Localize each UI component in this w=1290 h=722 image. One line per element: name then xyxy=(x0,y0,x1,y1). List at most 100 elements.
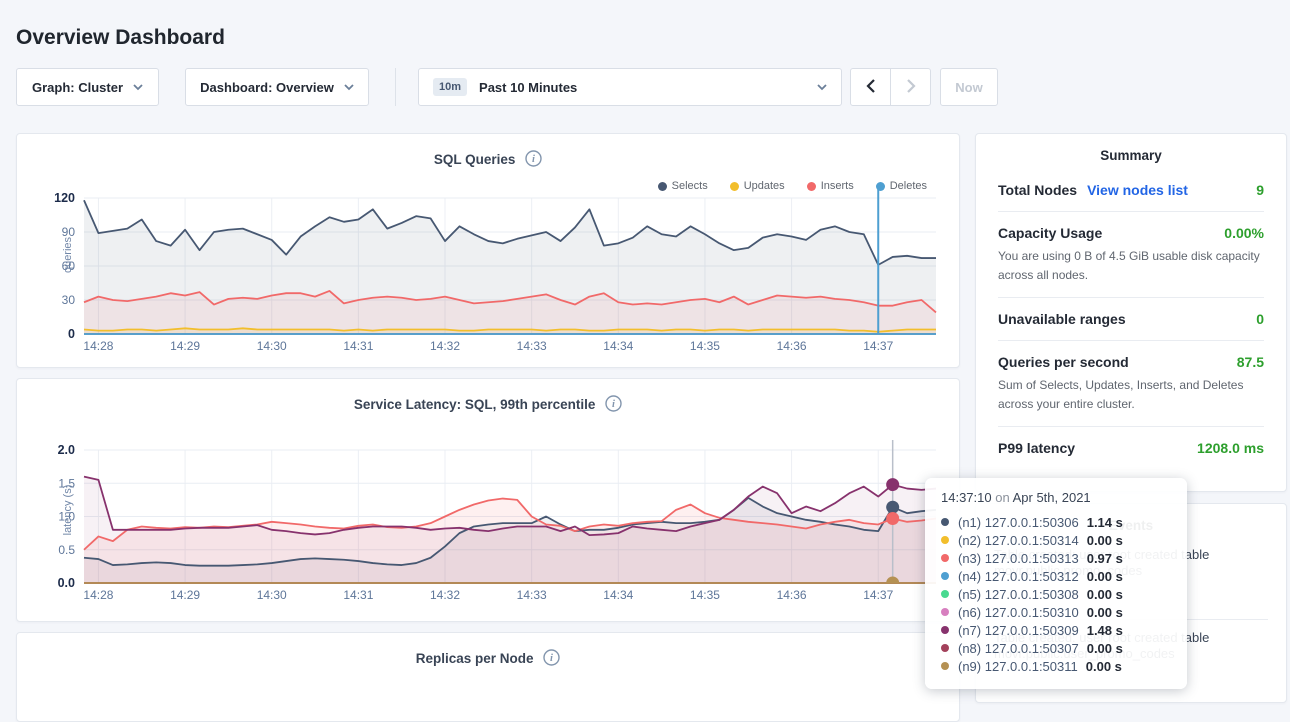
svg-text:0.0: 0.0 xyxy=(58,576,75,590)
graph-dropdown-label: Graph: Cluster xyxy=(32,80,123,95)
svg-text:14:30: 14:30 xyxy=(257,588,287,602)
node-address: (n4) 127.0.0.1:50312 xyxy=(958,569,1079,584)
svg-text:14:35: 14:35 xyxy=(690,588,720,602)
summary-row-unavailable: Unavailable ranges 0 xyxy=(998,298,1264,341)
node-latency-value: 0.00 s xyxy=(1087,587,1123,602)
node-address: (n6) 127.0.0.1:50310 xyxy=(958,605,1079,620)
summary-row-qps: Queries per second 87.5 Sum of Selects, … xyxy=(998,341,1264,427)
view-nodes-list-link[interactable]: View nodes list xyxy=(1087,182,1188,198)
time-range-label: Past 10 Minutes xyxy=(479,80,577,95)
svg-text:120: 120 xyxy=(54,191,75,205)
svg-text:14:37: 14:37 xyxy=(863,339,893,353)
node-latency-value: 1.48 s xyxy=(1087,623,1123,638)
svg-text:14:33: 14:33 xyxy=(517,339,547,353)
tooltip-node-row: (n2) 127.0.0.1:50314 0.00 s xyxy=(941,531,1173,549)
node-color-dot xyxy=(941,626,949,634)
legend-dot xyxy=(807,182,816,191)
summary-title: Summary xyxy=(998,148,1264,163)
info-icon[interactable]: i xyxy=(521,155,542,170)
node-address: (n3) 127.0.0.1:50313 xyxy=(958,551,1079,566)
legend-label: Deletes xyxy=(890,180,927,192)
info-icon[interactable]: i xyxy=(540,654,561,669)
svg-text:14:31: 14:31 xyxy=(343,588,373,602)
node-address: (n2) 127.0.0.1:50314 xyxy=(958,533,1079,548)
legend-label: Inserts xyxy=(821,180,854,192)
node-address: (n5) 127.0.0.1:50308 xyxy=(958,587,1079,602)
svg-text:14:32: 14:32 xyxy=(430,339,460,353)
svg-text:14:36: 14:36 xyxy=(777,339,807,353)
legend-item-deletes[interactable]: Deletes xyxy=(876,180,927,192)
time-prev-button[interactable] xyxy=(850,68,891,106)
svg-text:i: i xyxy=(612,399,615,410)
node-address: (n8) 127.0.0.1:50307 xyxy=(958,641,1079,656)
qps-value: 87.5 xyxy=(1237,354,1264,370)
svg-text:14:30: 14:30 xyxy=(257,339,287,353)
time-next-button[interactable] xyxy=(890,68,931,106)
legend-item-updates[interactable]: Updates xyxy=(730,180,785,192)
p99-latency-value: 1208.0 ms xyxy=(1197,440,1264,456)
qps-description: Sum of Selects, Updates, Inserts, and De… xyxy=(998,376,1264,413)
node-latency-value: 0.00 s xyxy=(1087,641,1123,656)
time-range-select[interactable]: 10m Past 10 Minutes xyxy=(418,68,842,106)
tooltip-node-row: (n5) 127.0.0.1:50308 0.00 s xyxy=(941,585,1173,603)
legend-label: Updates xyxy=(744,180,785,192)
total-nodes-value: 9 xyxy=(1256,182,1264,198)
svg-text:2.0: 2.0 xyxy=(58,443,75,457)
service-latency-title: Service Latency: SQL, 99th percentile i xyxy=(17,395,959,415)
now-button-label: Now xyxy=(955,80,982,95)
chevron-down-icon xyxy=(344,84,354,91)
tooltip-node-row: (n8) 127.0.0.1:50307 0.00 s xyxy=(941,639,1173,657)
info-icon[interactable]: i xyxy=(601,400,622,415)
node-color-dot xyxy=(941,572,949,580)
sql-y-axis-label: queries xyxy=(62,210,74,300)
node-address: (n7) 127.0.0.1:50309 xyxy=(958,623,1079,638)
dashboard-dropdown[interactable]: Dashboard: Overview xyxy=(185,68,369,106)
capacity-usage-description: You are using 0 B of 4.5 GiB usable disk… xyxy=(998,247,1264,284)
node-color-dot xyxy=(941,536,949,544)
svg-text:14:36: 14:36 xyxy=(777,588,807,602)
svg-text:i: i xyxy=(532,154,535,165)
node-address: (n9) 127.0.0.1:50311 xyxy=(958,659,1078,674)
node-latency-value: 0.00 s xyxy=(1087,533,1123,548)
dashboard-dropdown-label: Dashboard: Overview xyxy=(200,80,334,95)
svg-text:0: 0 xyxy=(68,327,75,341)
svg-text:14:28: 14:28 xyxy=(83,339,113,353)
node-color-dot xyxy=(941,644,949,652)
node-latency-value: 0.00 s xyxy=(1086,659,1122,674)
node-address: (n1) 127.0.0.1:50306 xyxy=(958,515,1079,530)
tooltip-node-row: (n9) 127.0.0.1:50311 0.00 s xyxy=(941,657,1173,675)
svg-text:14:34: 14:34 xyxy=(603,339,633,353)
legend-item-selects[interactable]: Selects xyxy=(658,180,708,192)
service-latency-chart[interactable]: 14:2814:2914:3014:3114:3214:3314:3414:35… xyxy=(17,379,961,623)
svg-text:14:31: 14:31 xyxy=(343,339,373,353)
tooltip-timestamp: 14:37:10 on Apr 5th, 2021 xyxy=(941,490,1173,505)
svg-text:i: i xyxy=(550,653,553,664)
tooltip-node-row: (n6) 127.0.0.1:503100.00 s xyxy=(941,603,1173,621)
legend-item-inserts[interactable]: Inserts xyxy=(807,180,854,192)
node-color-dot xyxy=(941,662,949,670)
chevron-right-icon xyxy=(906,79,916,96)
tooltip-node-row: (n4) 127.0.0.1:50312 0.00 s xyxy=(941,567,1173,585)
sql-queries-legend: Selects Updates Inserts Deletes xyxy=(658,180,927,192)
summary-row-capacity: Capacity Usage 0.00% You are using 0 B o… xyxy=(998,212,1264,298)
node-latency-value: 1.14 s xyxy=(1087,515,1123,530)
graph-dropdown[interactable]: Graph: Cluster xyxy=(16,68,159,106)
time-range-badge: 10m xyxy=(433,78,467,96)
tooltip-node-row: (n1) 127.0.0.1:50306 1.14 s xyxy=(941,513,1173,531)
chevron-down-icon xyxy=(133,84,143,91)
toolbar-divider xyxy=(395,68,396,106)
tooltip-node-row: (n3) 127.0.0.1:50313 0.97 s xyxy=(941,549,1173,567)
svg-text:14:33: 14:33 xyxy=(517,588,547,602)
page-title: Overview Dashboard xyxy=(16,26,225,50)
node-latency-value: 0.00 s xyxy=(1087,569,1123,584)
svg-text:14:32: 14:32 xyxy=(430,588,460,602)
svg-text:14:37: 14:37 xyxy=(863,588,893,602)
chevron-left-icon xyxy=(866,79,876,96)
node-latency-value: 0.97 s xyxy=(1087,551,1123,566)
tooltip-node-row: (n7) 127.0.0.1:50309 1.48 s xyxy=(941,621,1173,639)
legend-dot xyxy=(876,182,885,191)
svg-text:14:29: 14:29 xyxy=(170,588,200,602)
svg-text:14:35: 14:35 xyxy=(690,339,720,353)
now-button[interactable]: Now xyxy=(940,68,998,106)
node-color-dot xyxy=(941,518,949,526)
